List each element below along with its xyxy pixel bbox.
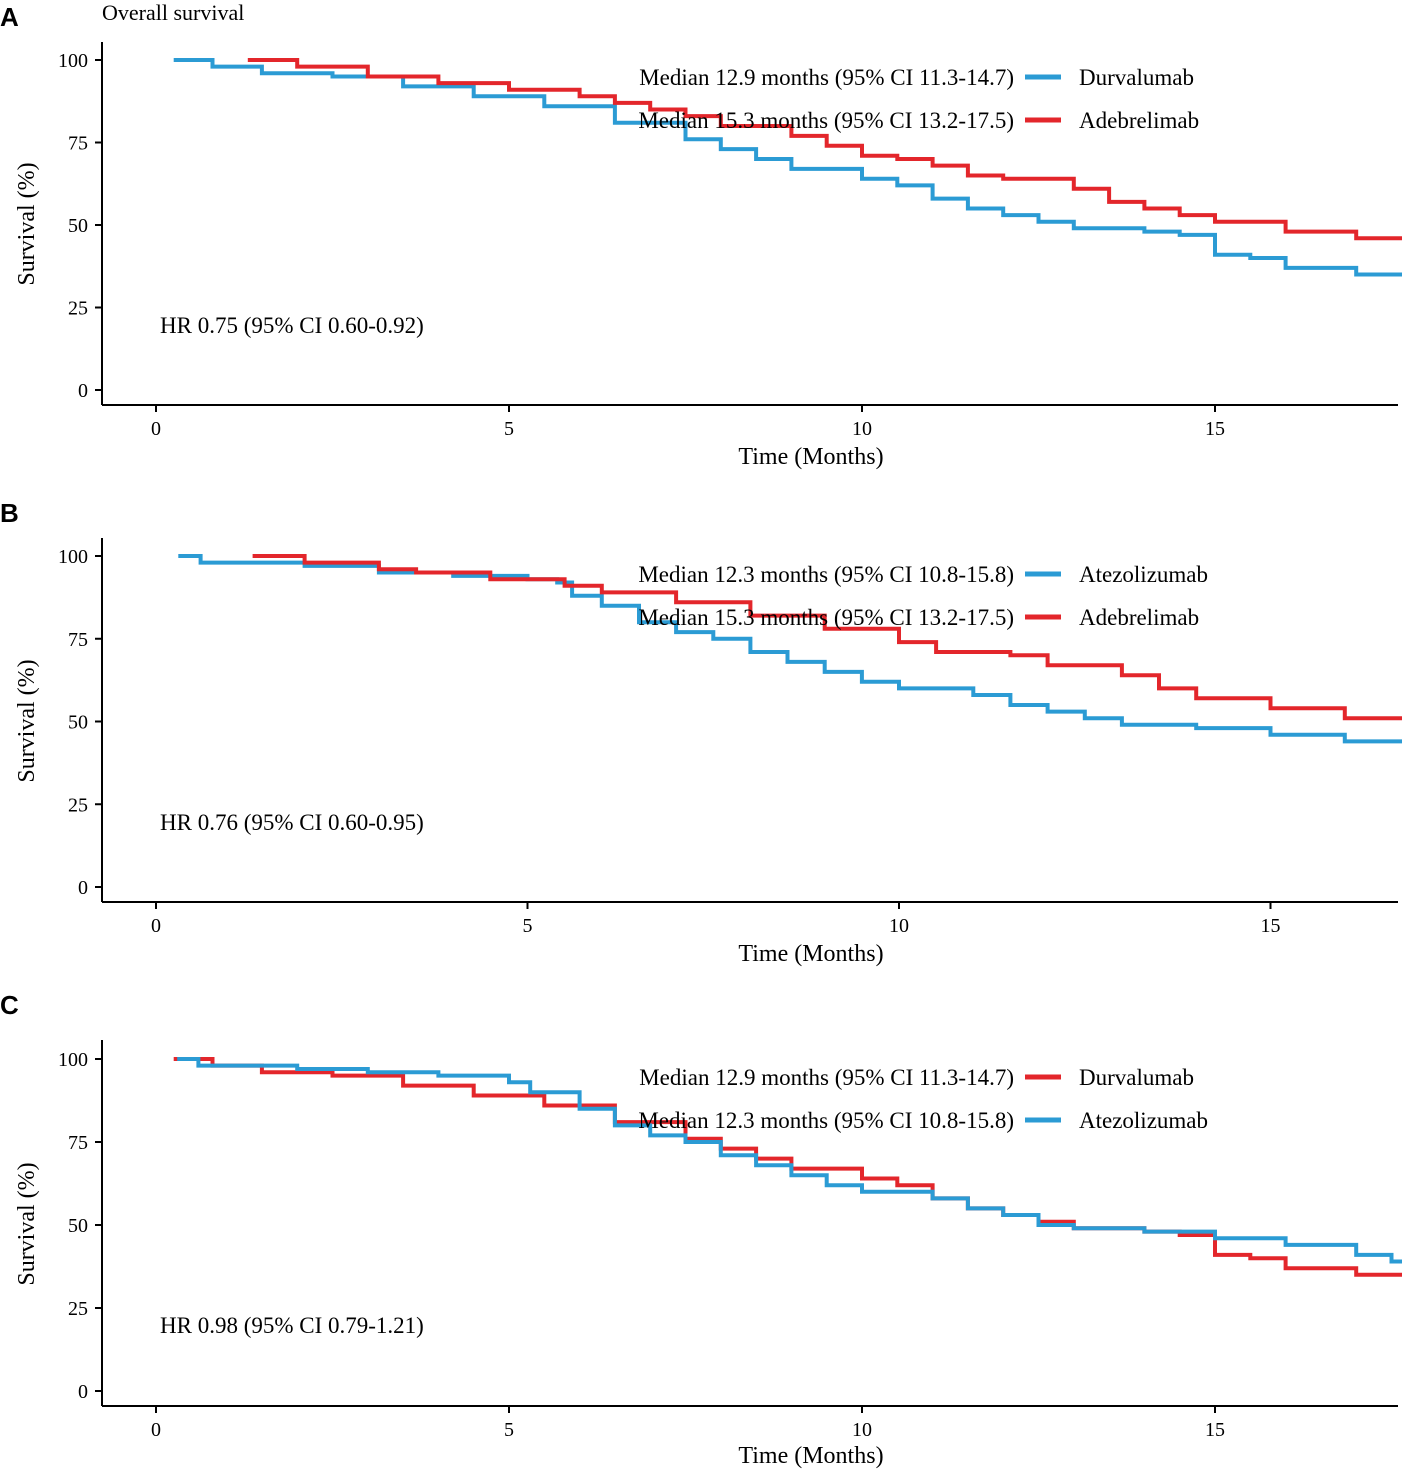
y-tick-label: 75 xyxy=(68,629,88,651)
axes: 0255075100051015202530 xyxy=(58,538,1398,937)
legend-median-1: Median 12.9 months (95% CI 11.3-14.7) xyxy=(639,65,1014,90)
hr-annotation: HR 0.75 (95% CI 0.60-0.92) xyxy=(160,313,424,338)
y-tick-label: 100 xyxy=(58,50,88,72)
legend: Median 12.3 months (95% CI 10.8-15.8) At… xyxy=(638,562,1208,630)
km-curve-adebrelimab xyxy=(252,554,1402,721)
hr-annotation: HR 0.76 (95% CI 0.60-0.95) xyxy=(160,810,424,835)
legend-name-1: Durvalumab xyxy=(1079,1065,1194,1090)
km-curve-atezolizumab xyxy=(178,554,1402,744)
legend-name-2: Adebrelimab xyxy=(1079,605,1199,630)
legend-median-2: Median 12.3 months (95% CI 10.8-15.8) xyxy=(638,1108,1014,1133)
y-tick-label: 100 xyxy=(58,546,88,568)
panel-label: C xyxy=(0,990,19,1020)
y-tick-label: 25 xyxy=(68,298,88,320)
km-curve-durvalumab xyxy=(173,1057,1402,1277)
y-axis-title: Survival (%) xyxy=(14,659,40,782)
x-tick-label: 10 xyxy=(852,1419,872,1441)
legend-name-1: Durvalumab xyxy=(1079,65,1194,90)
legend-median-1: Median 12.9 months (95% CI 11.3-14.7) xyxy=(639,1065,1014,1090)
x-tick-label: 15 xyxy=(1205,1419,1225,1441)
x-tick-label: 5 xyxy=(523,915,533,937)
panel-b: B HR 0.76 (95% CI 0.60-0.95) Survival (%… xyxy=(0,498,1402,967)
panel-c: C HR 0.98 (95% CI 0.79-1.21) Survival (%… xyxy=(0,990,1402,1469)
y-axis-title: Survival (%) xyxy=(14,162,40,285)
legend-median-2: Median 15.3 months (95% CI 13.2-17.5) xyxy=(638,605,1014,630)
y-tick-label: 50 xyxy=(68,215,88,237)
y-tick-label: 50 xyxy=(68,1215,88,1237)
x-axis-title: Time (Months) xyxy=(738,1443,883,1469)
x-axis-title: Time (Months) xyxy=(738,444,883,470)
y-tick-label: 25 xyxy=(68,1298,88,1320)
x-tick-label: 5 xyxy=(504,418,514,440)
legend-name-2: Adebrelimab xyxy=(1079,108,1199,133)
y-tick-label: 100 xyxy=(58,1049,88,1071)
panel-label: B xyxy=(0,498,19,528)
x-tick-label: 0 xyxy=(151,418,161,440)
figure-title: Overall survival xyxy=(102,0,244,25)
x-tick-label: 5 xyxy=(504,1419,514,1441)
y-tick-label: 75 xyxy=(68,1132,88,1154)
survival-curves xyxy=(173,1057,1402,1277)
x-tick-label: 10 xyxy=(889,915,909,937)
y-tick-label: 75 xyxy=(68,133,88,155)
x-tick-label: 15 xyxy=(1205,418,1225,440)
legend: Median 12.9 months (95% CI 11.3-14.7) Du… xyxy=(638,1065,1208,1133)
x-axis-title: Time (Months) xyxy=(738,941,883,967)
x-tick-label: 10 xyxy=(852,418,872,440)
y-axis-title: Survival (%) xyxy=(14,1162,40,1285)
legend-median-2: Median 15.3 months (95% CI 13.2-17.5) xyxy=(638,108,1014,133)
survival-curves xyxy=(178,554,1402,744)
y-tick-label: 0 xyxy=(78,877,88,899)
km-curve-durvalumab xyxy=(173,58,1402,277)
axes: 0255075100051015202530 xyxy=(58,42,1398,440)
axes: 0255075100051015202530 xyxy=(58,1040,1398,1441)
panel-a: A HR 0.75 (95% CI 0.60-0.92) Survival (%… xyxy=(0,2,1402,470)
x-tick-label: 15 xyxy=(1261,915,1281,937)
y-tick-label: 0 xyxy=(78,1381,88,1403)
x-tick-label: 0 xyxy=(151,1419,161,1441)
survival-curves xyxy=(173,58,1402,277)
legend-name-1: Atezolizumab xyxy=(1079,562,1208,587)
x-tick-label: 0 xyxy=(151,915,161,937)
panel-label: A xyxy=(0,2,19,32)
km-curve-atezolizumab xyxy=(177,1057,1402,1264)
legend-name-2: Atezolizumab xyxy=(1079,1108,1208,1133)
y-tick-label: 25 xyxy=(68,794,88,816)
legend: Median 12.9 months (95% CI 11.3-14.7) Du… xyxy=(638,65,1199,133)
legend-median-1: Median 12.3 months (95% CI 10.8-15.8) xyxy=(638,562,1014,587)
hr-annotation: HR 0.98 (95% CI 0.79-1.21) xyxy=(160,1313,424,1338)
y-tick-label: 0 xyxy=(78,380,88,402)
km-curve-adebrelimab xyxy=(247,58,1402,241)
y-tick-label: 50 xyxy=(68,712,88,734)
